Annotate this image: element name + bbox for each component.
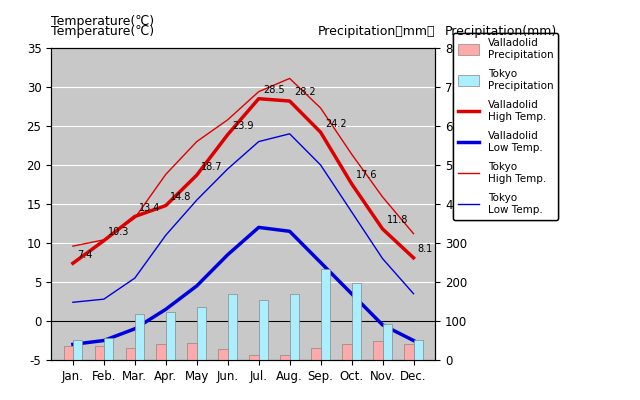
Text: 18.7: 18.7 bbox=[201, 162, 223, 172]
Bar bbox=[196, 306, 206, 360]
Bar bbox=[373, 340, 383, 360]
Text: 13.4: 13.4 bbox=[139, 203, 161, 213]
Bar bbox=[311, 348, 321, 360]
Text: 14.8: 14.8 bbox=[170, 192, 191, 202]
Bar bbox=[63, 346, 73, 360]
Text: 24.2: 24.2 bbox=[324, 119, 346, 129]
Text: Temperature(℃): Temperature(℃) bbox=[51, 16, 154, 28]
Bar bbox=[218, 349, 228, 360]
Legend: Valladolid
Precipitation, Tokyo
Precipitation, Valladolid
High Temp., Valladolid: Valladolid Precipitation, Tokyo Precipit… bbox=[453, 33, 559, 220]
Bar bbox=[73, 340, 82, 360]
Bar bbox=[342, 344, 351, 360]
Bar bbox=[250, 355, 259, 360]
Text: 7.4: 7.4 bbox=[77, 250, 92, 260]
Bar bbox=[125, 348, 135, 360]
Bar bbox=[383, 324, 392, 360]
Bar bbox=[259, 300, 268, 360]
Bar bbox=[188, 343, 196, 360]
Bar bbox=[351, 283, 361, 360]
Bar bbox=[104, 338, 113, 360]
Bar bbox=[135, 314, 144, 360]
Text: 23.9: 23.9 bbox=[232, 121, 253, 131]
Bar bbox=[95, 346, 104, 360]
Bar bbox=[280, 355, 290, 360]
Bar bbox=[290, 294, 299, 360]
Bar bbox=[157, 344, 166, 360]
Bar bbox=[228, 294, 237, 360]
Text: 28.5: 28.5 bbox=[263, 85, 284, 95]
Text: 28.2: 28.2 bbox=[294, 88, 316, 98]
Bar bbox=[413, 340, 423, 360]
Bar bbox=[321, 269, 330, 360]
Text: 10.3: 10.3 bbox=[108, 227, 129, 237]
Text: Precipitation（mm）: Precipitation（mm） bbox=[317, 25, 435, 38]
Text: Temperature(℃): Temperature(℃) bbox=[51, 25, 154, 38]
Text: 8.1: 8.1 bbox=[418, 244, 433, 254]
Bar bbox=[166, 312, 175, 360]
Text: 17.6: 17.6 bbox=[356, 170, 377, 180]
Text: 11.8: 11.8 bbox=[387, 216, 408, 226]
Bar bbox=[404, 344, 413, 360]
Text: Precipitation(mm): Precipitation(mm) bbox=[445, 25, 557, 38]
